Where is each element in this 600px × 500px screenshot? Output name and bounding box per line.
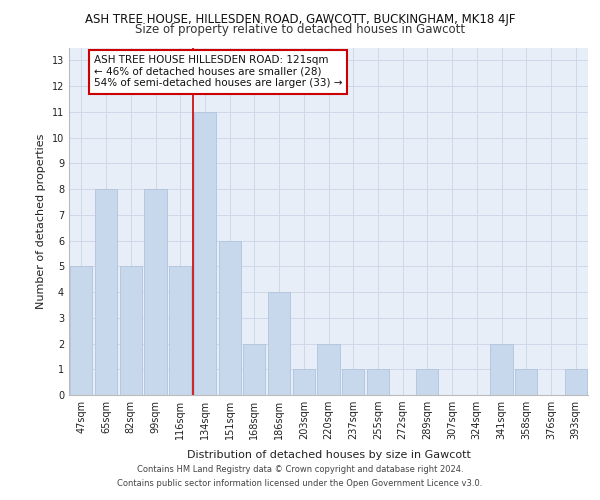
X-axis label: Distribution of detached houses by size in Gawcott: Distribution of detached houses by size …: [187, 450, 470, 460]
Bar: [293, 370, 315, 395]
Y-axis label: Number of detached properties: Number of detached properties: [36, 134, 46, 309]
Bar: [194, 112, 216, 395]
Text: Size of property relative to detached houses in Gawcott: Size of property relative to detached ho…: [135, 22, 465, 36]
Bar: [515, 370, 538, 395]
Text: ASH TREE HOUSE HILLESDEN ROAD: 121sqm
← 46% of detached houses are smaller (28)
: ASH TREE HOUSE HILLESDEN ROAD: 121sqm ← …: [94, 55, 342, 88]
Bar: [490, 344, 512, 395]
Bar: [367, 370, 389, 395]
Bar: [243, 344, 265, 395]
Bar: [317, 344, 340, 395]
Bar: [169, 266, 191, 395]
Text: Contains HM Land Registry data © Crown copyright and database right 2024.
Contai: Contains HM Land Registry data © Crown c…: [118, 466, 482, 487]
Bar: [218, 240, 241, 395]
Bar: [119, 266, 142, 395]
Bar: [268, 292, 290, 395]
Bar: [565, 370, 587, 395]
Bar: [145, 189, 167, 395]
Bar: [342, 370, 364, 395]
Bar: [70, 266, 92, 395]
Text: ASH TREE HOUSE, HILLESDEN ROAD, GAWCOTT, BUCKINGHAM, MK18 4JF: ASH TREE HOUSE, HILLESDEN ROAD, GAWCOTT,…: [85, 12, 515, 26]
Bar: [416, 370, 439, 395]
Bar: [95, 189, 117, 395]
